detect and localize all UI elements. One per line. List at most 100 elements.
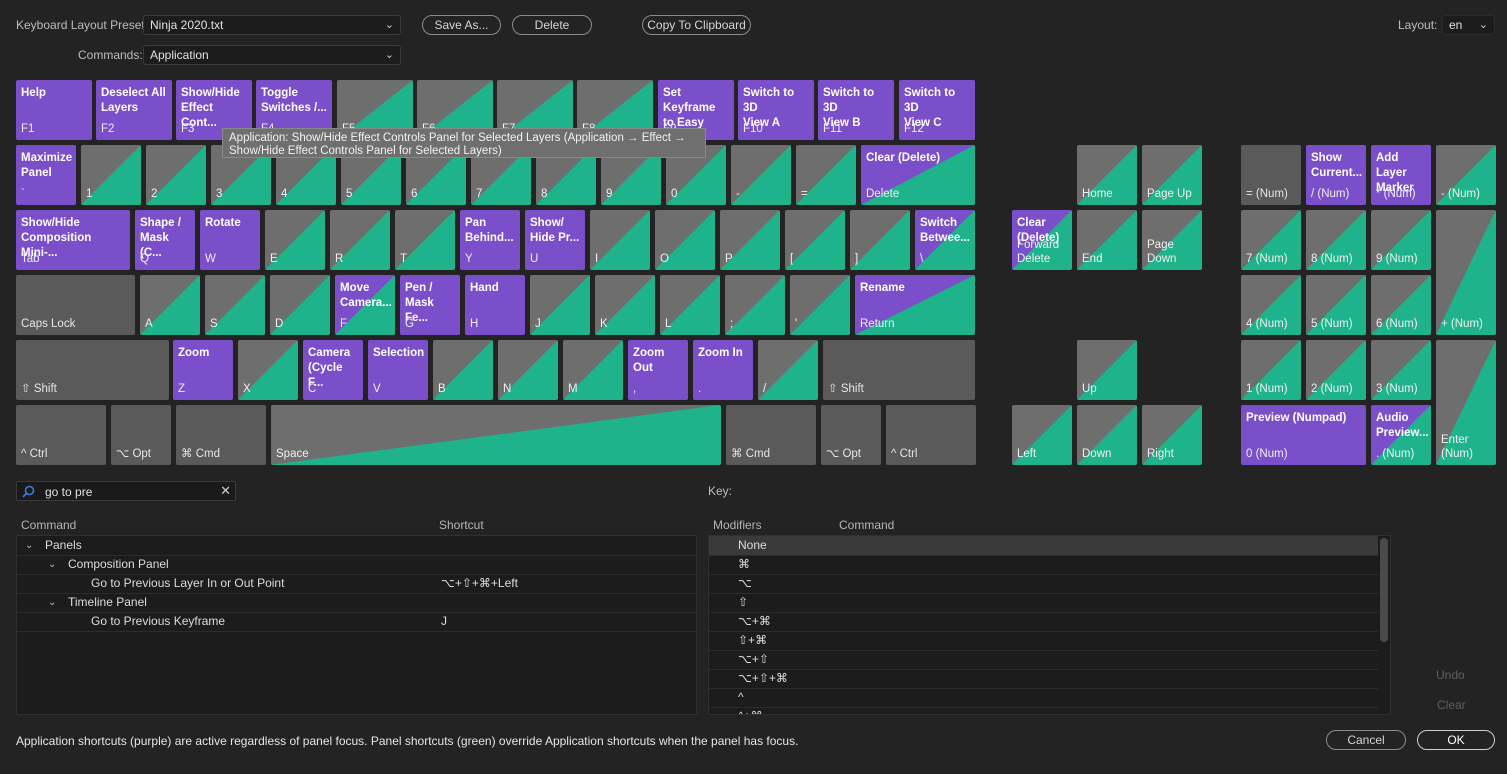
modifier-row[interactable]: ⌥ <box>709 574 1378 594</box>
modifier-row[interactable]: ⌘ <box>709 555 1378 575</box>
key-rctrl[interactable]: ^ Ctrl <box>886 405 976 465</box>
key-num7[interactable]: 7 (Num) <box>1241 210 1301 270</box>
table-row[interactable]: Go to Previous Layer In or Out Point ⌥+⇧+… <box>17 574 696 594</box>
key-return[interactable]: Rename Return <box>855 275 975 335</box>
key-space[interactable]: Space <box>271 405 721 465</box>
delete-button[interactable]: Delete <box>512 15 592 35</box>
key-k[interactable]: K <box>595 275 655 335</box>
key-end[interactable]: End <box>1077 210 1137 270</box>
key-f12[interactable]: Switch to 3D View C F12 <box>899 80 975 140</box>
key-num2[interactable]: 2 (Num) <box>1306 340 1366 400</box>
key-comma[interactable]: Zoom Out, <box>628 340 688 400</box>
key-s[interactable]: S <box>205 275 265 335</box>
preset-dropdown[interactable]: Ninja 2020.txt ⌄ <box>143 15 401 35</box>
key-f1[interactable]: Help F1 <box>16 80 92 140</box>
ok-button[interactable]: OK <box>1417 730 1495 750</box>
key-lctrl[interactable]: ^ Ctrl <box>16 405 106 465</box>
command-column-header[interactable]: Command <box>21 518 77 532</box>
key-o[interactable]: O <box>655 210 715 270</box>
key-b[interactable]: B <box>433 340 493 400</box>
key-rshift[interactable]: ⇧ Shift <box>823 340 975 400</box>
key-grave[interactable]: Maximize Panel ` <box>16 145 76 205</box>
key-semicolon[interactable]: ; <box>725 275 785 335</box>
key-equal[interactable]: = <box>796 145 856 205</box>
modifiers-column-header[interactable]: Modifiers <box>713 518 762 532</box>
search-box[interactable]: go to pre ✕ <box>16 481 236 501</box>
shortcut-value[interactable]: J <box>441 614 447 628</box>
key-numslash[interactable]: Show Current... / (Num) <box>1306 145 1366 205</box>
key-n[interactable]: N <box>498 340 558 400</box>
commands-dropdown[interactable]: Application ⌄ <box>143 45 401 65</box>
key-num4[interactable]: 4 (Num) <box>1241 275 1301 335</box>
key-numeq[interactable]: = (Num) <box>1241 145 1301 205</box>
key-numminus[interactable]: - (Num) <box>1436 145 1496 205</box>
key-v[interactable]: Selection V <box>368 340 428 400</box>
key-lshift[interactable]: ⇧ Shift <box>16 340 169 400</box>
key-num3[interactable]: 3 (Num) <box>1371 340 1431 400</box>
copy-to-clipboard-button[interactable]: Copy To Clipboard <box>642 15 751 35</box>
key-tab[interactable]: Show/Hide Composition Mini-... Tab <box>16 210 130 270</box>
clear-button[interactable]: Clear <box>1437 698 1466 712</box>
key-rbracket[interactable]: ] <box>850 210 910 270</box>
command-column-header-right[interactable]: Command <box>839 518 895 532</box>
key-p[interactable]: P <box>720 210 780 270</box>
modifier-row[interactable]: None <box>709 536 1378 556</box>
key-num1[interactable]: 1 (Num) <box>1241 340 1301 400</box>
key-rcmd[interactable]: ⌘ Cmd <box>726 405 816 465</box>
save-as-button[interactable]: Save As... <box>422 15 501 35</box>
key-g[interactable]: Pen / Mask Fe... G <box>400 275 460 335</box>
key-lbracket[interactable]: [ <box>785 210 845 270</box>
key-f[interactable]: Move Camera... F <box>335 275 395 335</box>
key-capslock[interactable]: Caps Lock <box>16 275 135 335</box>
key-up[interactable]: Up <box>1077 340 1137 400</box>
key-w[interactable]: Rotate W <box>200 210 260 270</box>
chevron-down-icon[interactable]: ⌄ <box>48 597 57 608</box>
key-j[interactable]: J <box>530 275 590 335</box>
key-home[interactable]: Home <box>1077 145 1137 205</box>
key-m[interactable]: M <box>563 340 623 400</box>
key-r[interactable]: R <box>330 210 390 270</box>
key-num9[interactable]: 9 (Num) <box>1371 210 1431 270</box>
modifier-row[interactable]: ⇧ <box>709 593 1378 613</box>
key-slash[interactable]: / <box>758 340 818 400</box>
key-f11[interactable]: Switch to 3D View B F11 <box>818 80 894 140</box>
key-numdot[interactable]: Audio Preview... . (Num) <box>1371 405 1431 465</box>
table-row[interactable]: ⌄ Composition Panel <box>17 555 696 575</box>
layout-dropdown[interactable]: en ⌄ <box>1442 15 1495 35</box>
chevron-down-icon[interactable]: ⌄ <box>48 559 57 570</box>
table-row[interactable]: ⌄ Timeline Panel <box>17 593 696 613</box>
scrollbar-thumb[interactable] <box>1380 538 1388 642</box>
key-down[interactable]: Down <box>1077 405 1137 465</box>
key-f9[interactable]: Set Keyframe to Easy EaseF9 <box>658 80 734 140</box>
key-left[interactable]: Left <box>1012 405 1072 465</box>
key-pageup[interactable]: Page Up <box>1142 145 1202 205</box>
modifier-row[interactable]: ⇧+⌘ <box>709 631 1378 651</box>
key-num6[interactable]: 6 (Num) <box>1371 275 1431 335</box>
key-n2[interactable]: 2 <box>146 145 206 205</box>
modifier-row[interactable]: ^+⌘ <box>709 707 1378 714</box>
key-period[interactable]: Zoom In. <box>693 340 753 400</box>
key-lopt[interactable]: ⌥ Opt <box>111 405 171 465</box>
key-pagedown[interactable]: Page Down <box>1142 210 1202 270</box>
key-numenter[interactable]: Enter (Num) <box>1436 340 1496 465</box>
cancel-button[interactable]: Cancel <box>1326 730 1406 750</box>
modifier-row[interactable]: ⌥+⇧+⌘ <box>709 669 1378 689</box>
key-h[interactable]: Hand H <box>465 275 525 335</box>
shortcut-value[interactable]: ⌥+⇧+⌘+Left <box>441 576 518 590</box>
key-fwddelete[interactable]: Clear (Delete) Forward Delete <box>1012 210 1072 270</box>
key-minus[interactable]: - <box>731 145 791 205</box>
key-lcmd[interactable]: ⌘ Cmd <box>176 405 266 465</box>
key-c[interactable]: Camera (Cycle F... C <box>303 340 363 400</box>
key-num8[interactable]: 8 (Num) <box>1306 210 1366 270</box>
key-i[interactable]: I <box>590 210 650 270</box>
key-numplus[interactable]: + (Num) <box>1436 210 1496 335</box>
key-l[interactable]: L <box>660 275 720 335</box>
modifier-row[interactable]: ⌥+⇧ <box>709 650 1378 670</box>
key-x[interactable]: X <box>238 340 298 400</box>
modifier-row[interactable]: ⌥+⌘ <box>709 612 1378 632</box>
modifier-row[interactable]: ^ <box>709 688 1378 708</box>
key-backspace[interactable]: Clear (Delete) Delete <box>861 145 975 205</box>
key-f10[interactable]: Switch to 3D View A F10 <box>738 80 814 140</box>
key-right[interactable]: Right <box>1142 405 1202 465</box>
shortcut-column-header[interactable]: Shortcut <box>439 518 484 532</box>
